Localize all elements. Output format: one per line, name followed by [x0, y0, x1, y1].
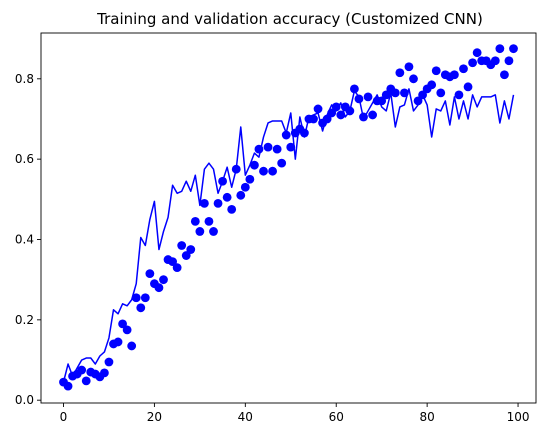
data-point: [127, 341, 137, 351]
data-point: [413, 96, 423, 106]
x-tick-label: 100: [507, 410, 530, 424]
data-point: [145, 269, 155, 279]
data-point: [122, 325, 132, 335]
axes-frame: [40, 32, 537, 404]
y-tick-label: 0.4: [15, 232, 34, 246]
data-point: [100, 368, 109, 378]
data-point: [377, 96, 387, 106]
data-point: [263, 142, 273, 152]
data-point: [177, 241, 187, 250]
data-point: [227, 204, 237, 214]
data-point: [213, 198, 223, 208]
data-point: [131, 293, 141, 303]
data-point: [204, 217, 214, 226]
data-point: [104, 357, 114, 367]
data-point: [436, 88, 446, 98]
data-point: [186, 245, 196, 254]
data-point: [245, 174, 255, 184]
data-point: [81, 376, 91, 386]
data-point: [286, 142, 296, 152]
data-point: [222, 192, 232, 202]
data-point: [136, 303, 146, 313]
data-point: [209, 227, 218, 236]
data-point: [418, 90, 427, 100]
data-point: [459, 64, 468, 74]
data-point: [500, 70, 509, 80]
data-point: [113, 337, 123, 347]
data-point: [159, 275, 168, 285]
data-point: [254, 144, 264, 154]
data-point: [400, 88, 409, 98]
data-point: [154, 283, 164, 293]
data-point: [509, 44, 518, 54]
data-point: [468, 58, 477, 68]
data-point: [431, 66, 441, 76]
data-point: [409, 74, 418, 84]
series-line: [62, 88, 515, 383]
data-point: [354, 94, 364, 104]
data-point: [309, 114, 318, 124]
x-tick-label: 60: [329, 410, 344, 424]
chart-title: Training and validation accuracy (Custom…: [96, 10, 483, 28]
data-point: [272, 144, 282, 154]
data-point: [390, 88, 400, 98]
data-point: [359, 112, 368, 122]
data-point: [472, 48, 482, 58]
data-point: [281, 130, 291, 140]
data-point: [250, 160, 259, 170]
y-tick-label: 0.8: [15, 72, 34, 86]
data-point: [300, 128, 309, 138]
data-point: [368, 110, 377, 120]
data-point: [350, 84, 359, 94]
data-point: [345, 106, 355, 116]
data-point: [277, 158, 287, 168]
data-point: [450, 70, 459, 80]
y-tick-label: 0.0: [15, 393, 34, 407]
x-tick-label: 0: [60, 410, 68, 424]
data-point: [77, 365, 87, 375]
data-point: [381, 90, 391, 100]
data-point: [268, 166, 277, 176]
data-point: [427, 80, 437, 90]
data-point: [118, 319, 127, 329]
x-tick-label: 80: [419, 410, 434, 424]
data-point: [236, 190, 246, 200]
data-point: [240, 182, 250, 192]
data-point: [363, 92, 373, 102]
x-tick-label: 20: [147, 410, 162, 424]
data-point: [463, 82, 473, 92]
data-point: [331, 102, 341, 112]
data-point: [313, 104, 323, 114]
x-axis: 0 20 40 60 80 100: [60, 403, 530, 424]
y-tick-label: 0.6: [15, 152, 34, 166]
plot-area: [59, 44, 518, 391]
data-point: [195, 227, 205, 236]
data-point: [200, 198, 209, 208]
data-point: [490, 56, 500, 66]
data-point: [181, 251, 191, 260]
data-point: [495, 44, 505, 54]
data-point: [231, 164, 241, 174]
data-point: [172, 263, 182, 273]
data-point: [322, 114, 332, 124]
data-point: [395, 68, 405, 78]
data-point: [259, 166, 268, 176]
data-point: [504, 56, 514, 66]
y-tick-label: 0.2: [15, 313, 34, 327]
data-point: [63, 381, 73, 391]
data-point: [190, 217, 200, 226]
data-point: [404, 62, 414, 72]
x-tick-label: 40: [238, 410, 253, 424]
y-axis: 0.0 0.2 0.4 0.6 0.8: [15, 72, 41, 407]
data-point: [327, 108, 337, 118]
data-point: [336, 110, 346, 120]
data-point: [140, 293, 150, 303]
data-point: [454, 90, 464, 100]
data-point: [168, 257, 177, 266]
data-point: [218, 176, 227, 186]
